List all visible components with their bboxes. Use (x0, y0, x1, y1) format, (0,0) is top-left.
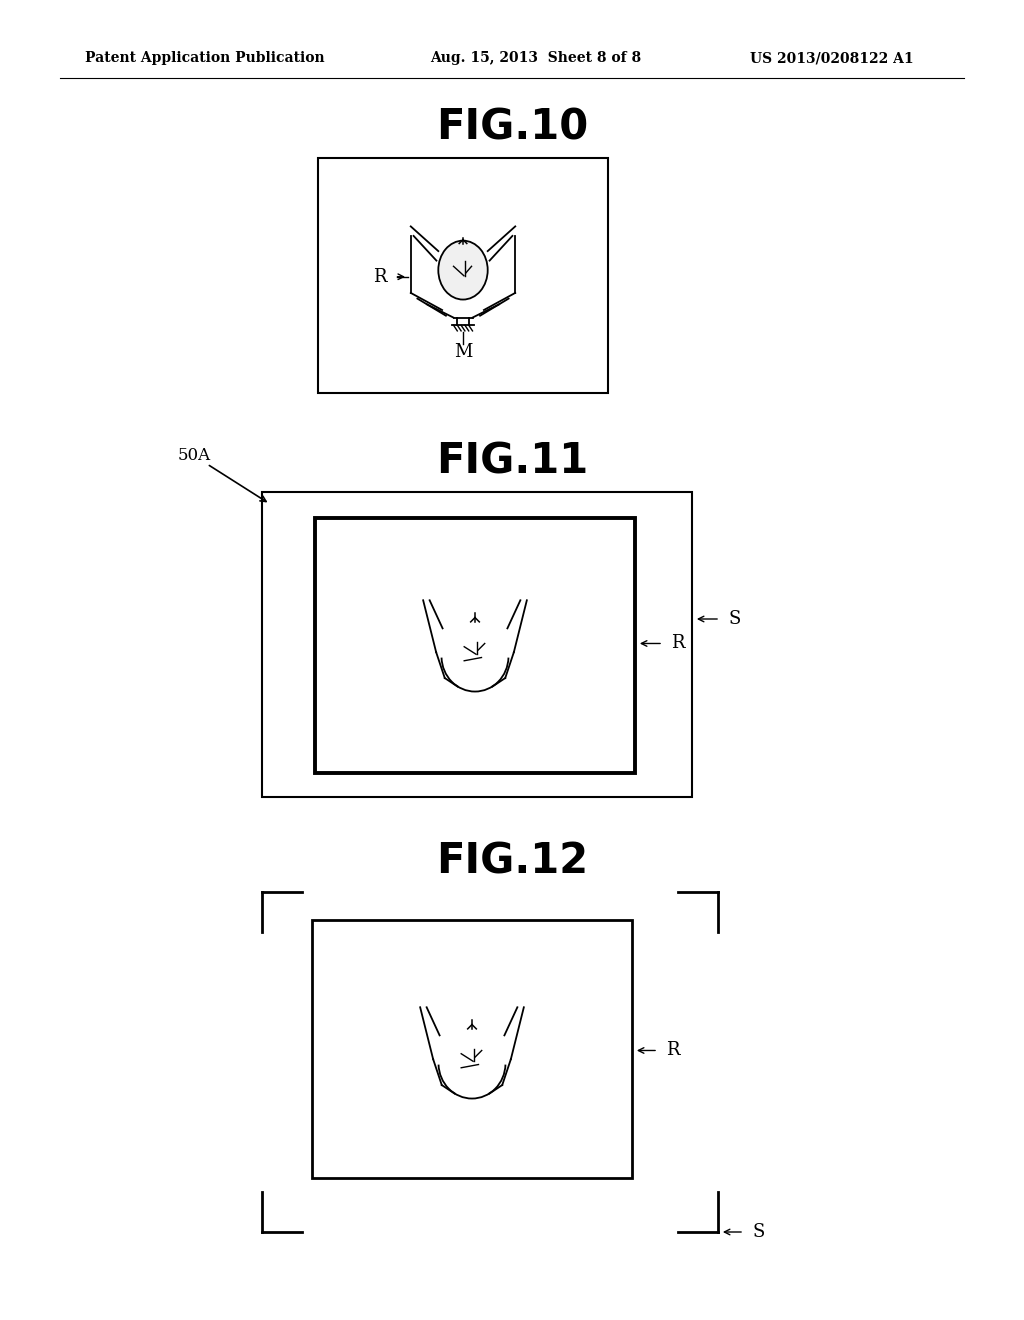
Text: R: R (666, 1041, 680, 1060)
Text: FIG.10: FIG.10 (436, 107, 588, 149)
Ellipse shape (438, 240, 487, 300)
Text: FIG.12: FIG.12 (436, 841, 588, 883)
Text: FIG.11: FIG.11 (436, 441, 588, 483)
Bar (318, 158, 608, 393)
Text: S: S (752, 1224, 764, 1241)
Text: R: R (374, 268, 387, 285)
Text: R: R (671, 635, 684, 652)
Text: Patent Application Publication: Patent Application Publication (85, 51, 325, 65)
Text: S: S (728, 610, 740, 628)
Bar (315, 517, 635, 774)
Text: Aug. 15, 2013  Sheet 8 of 8: Aug. 15, 2013 Sheet 8 of 8 (430, 51, 641, 65)
Bar (312, 920, 632, 1177)
Text: 50A: 50A (177, 447, 211, 465)
Text: US 2013/0208122 A1: US 2013/0208122 A1 (750, 51, 913, 65)
Bar (262, 492, 692, 797)
Text: M: M (454, 343, 472, 360)
